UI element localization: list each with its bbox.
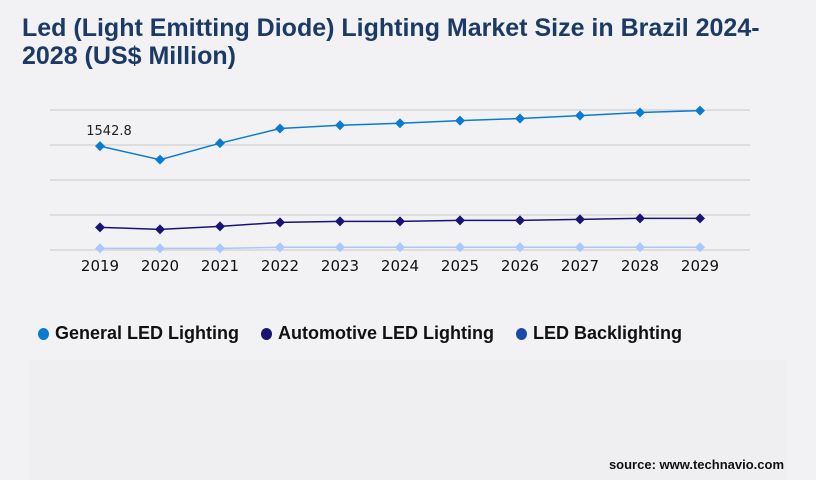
legend-marker — [38, 327, 49, 340]
legend-marker — [516, 327, 527, 340]
x-tick-label: 2025 — [441, 257, 479, 275]
data-point — [515, 242, 525, 253]
x-tick-label: 2028 — [621, 257, 659, 275]
x-tick-label: 2026 — [501, 257, 539, 275]
data-point — [575, 214, 585, 225]
data-point — [95, 222, 105, 233]
legend-item-general: General LED Lighting — [38, 323, 239, 344]
legend-label: General LED Lighting — [55, 323, 240, 343]
data-point — [155, 224, 165, 235]
data-point — [695, 105, 705, 116]
data-point — [335, 120, 345, 131]
data-point — [275, 217, 285, 228]
data-point — [635, 107, 645, 118]
data-point — [575, 242, 585, 253]
data-point — [395, 242, 405, 253]
x-tick-label: 2019 — [81, 257, 119, 275]
legend: General LED Lighting Automotive LED Ligh… — [38, 323, 682, 344]
data-point — [515, 113, 525, 124]
data-point — [455, 242, 465, 253]
x-tick-label: 2020 — [141, 257, 179, 275]
chart-title: Led (Light Emitting Diode) Lighting Mark… — [22, 14, 760, 70]
data-point — [695, 242, 705, 253]
data-point — [455, 115, 465, 126]
data-point — [635, 213, 645, 224]
legend-label: LED Backlighting — [533, 323, 683, 343]
x-tick-label: 2024 — [381, 257, 419, 275]
legend-marker — [261, 327, 273, 340]
data-point — [155, 154, 165, 165]
x-tick-label: 2022 — [261, 257, 299, 275]
data-label: 1542.8 — [86, 124, 132, 139]
data-point — [95, 243, 105, 254]
x-tick-label: 2021 — [201, 257, 239, 275]
data-point — [155, 243, 165, 254]
data-point — [575, 110, 585, 121]
data-point — [215, 138, 225, 149]
data-point — [395, 216, 405, 227]
x-tick-label: 2027 — [561, 257, 599, 275]
x-tick-label: 2023 — [321, 257, 359, 275]
x-tick-label: 2029 — [681, 257, 719, 275]
data-point — [455, 215, 465, 226]
data-point — [635, 242, 645, 253]
legend-item-automotive: Automotive LED Lighting — [261, 323, 494, 344]
background-panel — [30, 360, 786, 480]
source-note: source: www.technavio.com — [608, 457, 784, 472]
data-point — [215, 243, 225, 254]
data-point — [215, 221, 225, 232]
legend-label: Automotive LED Lighting — [278, 323, 494, 343]
series-line — [99, 109, 701, 161]
data-point — [395, 118, 405, 129]
data-point — [515, 215, 525, 226]
data-point — [95, 141, 105, 152]
data-point — [335, 242, 345, 253]
data-point — [275, 242, 285, 253]
legend-item-backlighting: LED Backlighting — [516, 323, 682, 344]
data-point — [695, 213, 705, 224]
data-point — [275, 123, 285, 134]
data-point — [335, 216, 345, 227]
